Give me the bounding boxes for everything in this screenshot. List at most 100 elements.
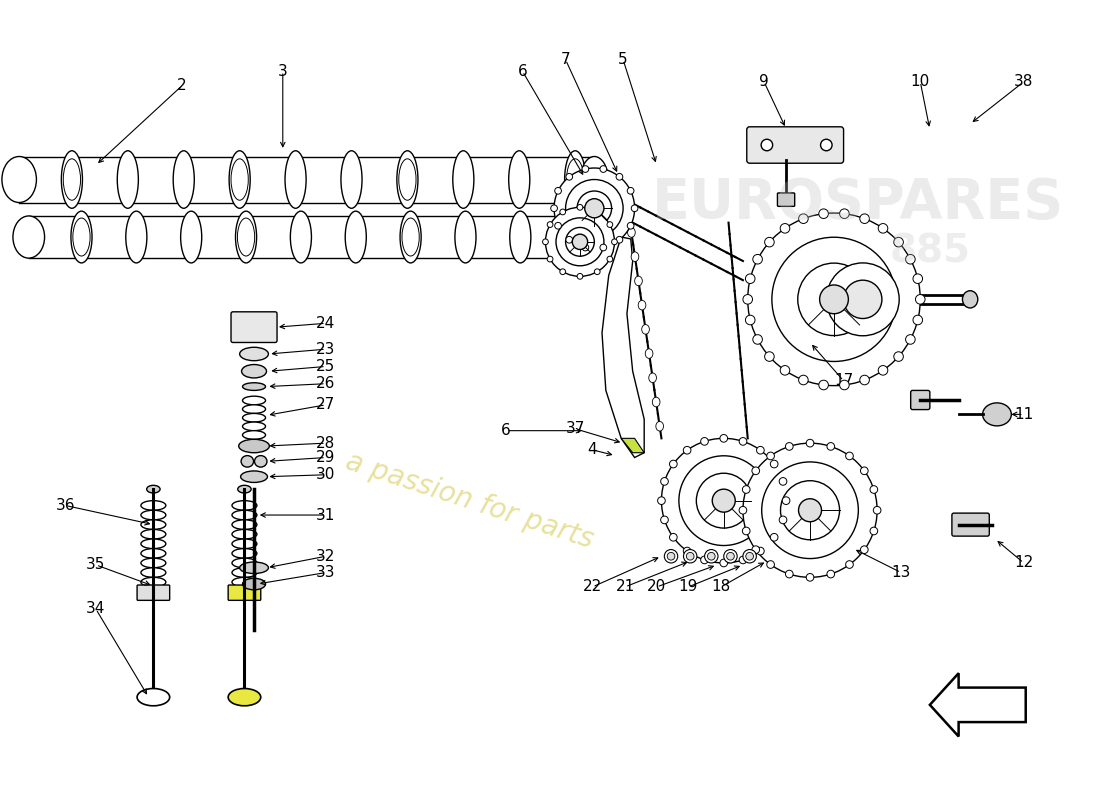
Text: 18: 18 — [712, 579, 730, 594]
Ellipse shape — [125, 211, 147, 263]
Circle shape — [779, 516, 786, 524]
Circle shape — [894, 352, 903, 362]
Text: 5: 5 — [618, 52, 628, 67]
Circle shape — [878, 223, 888, 233]
Circle shape — [739, 506, 747, 514]
Circle shape — [860, 546, 868, 554]
Circle shape — [742, 527, 750, 535]
Text: EUROSPARES: EUROSPARES — [652, 177, 1064, 230]
Ellipse shape — [290, 211, 311, 263]
Circle shape — [661, 516, 669, 524]
Ellipse shape — [141, 510, 166, 520]
Ellipse shape — [242, 396, 265, 405]
Circle shape — [670, 460, 678, 468]
Circle shape — [582, 244, 588, 251]
Circle shape — [905, 334, 915, 344]
Ellipse shape — [240, 562, 268, 574]
Circle shape — [742, 486, 750, 494]
Ellipse shape — [228, 689, 261, 706]
Ellipse shape — [742, 550, 757, 563]
Ellipse shape — [238, 486, 251, 493]
Circle shape — [764, 238, 774, 247]
Ellipse shape — [232, 539, 257, 549]
Circle shape — [600, 244, 607, 251]
Circle shape — [799, 498, 822, 522]
Circle shape — [752, 334, 762, 344]
Circle shape — [820, 285, 848, 314]
Ellipse shape — [229, 150, 250, 208]
Ellipse shape — [242, 578, 265, 590]
Circle shape — [746, 274, 755, 283]
Text: 32: 32 — [316, 549, 336, 564]
Text: 2: 2 — [177, 78, 187, 93]
Circle shape — [757, 547, 764, 555]
Circle shape — [870, 486, 878, 494]
Circle shape — [547, 222, 553, 227]
Circle shape — [810, 246, 915, 352]
Text: 35: 35 — [86, 558, 106, 572]
Text: 12: 12 — [1014, 555, 1033, 570]
Circle shape — [594, 209, 601, 215]
Ellipse shape — [141, 520, 166, 530]
Text: 23: 23 — [316, 342, 336, 357]
Circle shape — [578, 274, 583, 279]
Circle shape — [839, 380, 849, 390]
Ellipse shape — [70, 211, 92, 263]
Circle shape — [572, 234, 587, 250]
FancyBboxPatch shape — [952, 513, 989, 536]
Ellipse shape — [641, 325, 649, 334]
Ellipse shape — [141, 539, 166, 549]
Ellipse shape — [707, 553, 715, 560]
Circle shape — [905, 254, 915, 264]
Ellipse shape — [453, 150, 474, 208]
Ellipse shape — [982, 403, 1011, 426]
Circle shape — [752, 254, 762, 264]
Ellipse shape — [399, 159, 416, 200]
Circle shape — [661, 478, 669, 486]
Circle shape — [658, 497, 666, 505]
Circle shape — [821, 139, 832, 150]
Ellipse shape — [400, 211, 421, 263]
Ellipse shape — [345, 211, 366, 263]
Circle shape — [612, 239, 617, 245]
Circle shape — [779, 478, 786, 486]
Ellipse shape — [73, 218, 90, 256]
Circle shape — [799, 214, 808, 223]
Ellipse shape — [683, 550, 697, 563]
Text: 21: 21 — [615, 579, 635, 594]
Ellipse shape — [581, 157, 608, 202]
Ellipse shape — [242, 414, 265, 422]
Text: 17: 17 — [834, 374, 854, 388]
Text: 20: 20 — [647, 579, 667, 594]
Text: 885: 885 — [890, 233, 970, 270]
Ellipse shape — [509, 211, 531, 263]
Ellipse shape — [746, 553, 754, 560]
Circle shape — [578, 205, 583, 210]
Text: 9: 9 — [759, 74, 769, 90]
Circle shape — [627, 187, 634, 194]
Circle shape — [631, 205, 638, 212]
Ellipse shape — [668, 553, 675, 560]
Circle shape — [767, 452, 774, 460]
Circle shape — [757, 446, 764, 454]
Circle shape — [782, 497, 790, 505]
Text: 30: 30 — [316, 467, 336, 482]
Circle shape — [761, 462, 858, 558]
FancyBboxPatch shape — [228, 585, 261, 600]
Circle shape — [873, 506, 881, 514]
Circle shape — [860, 467, 868, 474]
Text: 34: 34 — [86, 602, 106, 617]
Ellipse shape — [582, 216, 607, 258]
Ellipse shape — [705, 550, 718, 563]
Circle shape — [661, 438, 786, 563]
Ellipse shape — [564, 150, 585, 208]
Circle shape — [799, 375, 808, 385]
FancyBboxPatch shape — [911, 390, 930, 410]
Circle shape — [554, 168, 635, 249]
Circle shape — [701, 556, 708, 564]
Circle shape — [772, 238, 896, 362]
Ellipse shape — [402, 218, 419, 256]
Ellipse shape — [241, 471, 267, 482]
Circle shape — [739, 438, 747, 446]
Circle shape — [770, 534, 778, 541]
